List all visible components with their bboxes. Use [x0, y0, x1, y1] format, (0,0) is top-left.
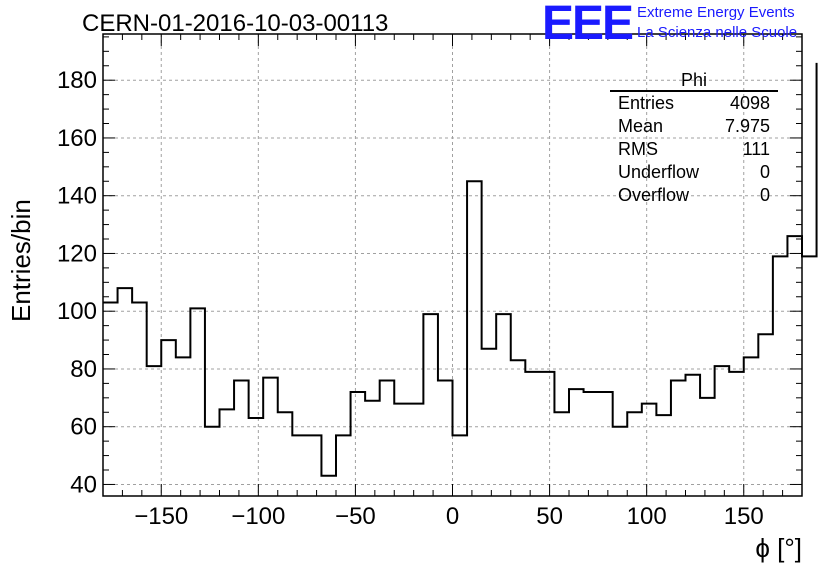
logo-line-2: La Scienza nelle Scuole	[637, 24, 798, 41]
stats-value: 0	[759, 162, 770, 182]
x-axis-label: ϕ [°]	[755, 533, 802, 563]
stats-row-entries: Entries 4098	[610, 92, 778, 115]
stats-value: 7.975	[724, 116, 770, 136]
stats-row-underflow: Underflow 0	[610, 161, 778, 184]
y-tick-label: 80	[70, 356, 97, 383]
x-tick-label: 100	[627, 503, 667, 530]
y-tick-label: 160	[57, 125, 97, 152]
y-axis-label: Entries/bin	[6, 199, 36, 322]
stats-label: Overflow	[618, 185, 690, 205]
stats-row-mean: Mean 7.975	[610, 115, 778, 138]
stats-row-overflow: Overflow 0	[610, 184, 778, 207]
stats-value: 4098	[729, 93, 770, 113]
y-tick-label: 40	[70, 471, 97, 498]
y-axis-label-wrap: Entries/bin	[6, 182, 40, 322]
y-axis: 40 60 80 100 120 140 160 180	[57, 36, 802, 498]
chart-title: CERN-01-2016-10-03-00113	[82, 10, 389, 37]
x-tick-label: −100	[231, 503, 285, 530]
stats-value: 0	[759, 185, 770, 205]
stats-label: Underflow	[618, 162, 700, 182]
stats-label: Entries	[618, 93, 675, 113]
stats-box: Phi Entries 4098 Mean 7.975 RMS 111 Unde…	[610, 70, 778, 207]
x-axis: −150 −100 −50 0 50 100 150	[102, 34, 803, 530]
stats-label: Mean	[618, 116, 664, 136]
y-tick-label: 140	[57, 183, 97, 210]
histogram-line	[103, 62, 818, 477]
x-tick-label: 50	[536, 503, 563, 530]
logo-line-1: Extreme Energy Events	[637, 4, 795, 21]
y-tick-label: 180	[57, 67, 97, 94]
histogram-series	[103, 62, 818, 477]
x-tick-label: −50	[335, 503, 376, 530]
y-tick-label: 100	[57, 298, 97, 325]
x-tick-label: 0	[446, 503, 459, 530]
stats-box-title: Phi	[610, 70, 778, 92]
stats-value: 111	[742, 139, 770, 159]
x-tick-label: 150	[724, 503, 764, 530]
stats-label: RMS	[618, 139, 658, 159]
y-tick-label: 60	[70, 414, 97, 441]
eee-logo: EEE	[542, 0, 634, 50]
stats-row-rms: RMS 111	[610, 138, 778, 161]
x-tick-label: −150	[134, 503, 188, 530]
y-tick-label: 120	[57, 240, 97, 267]
